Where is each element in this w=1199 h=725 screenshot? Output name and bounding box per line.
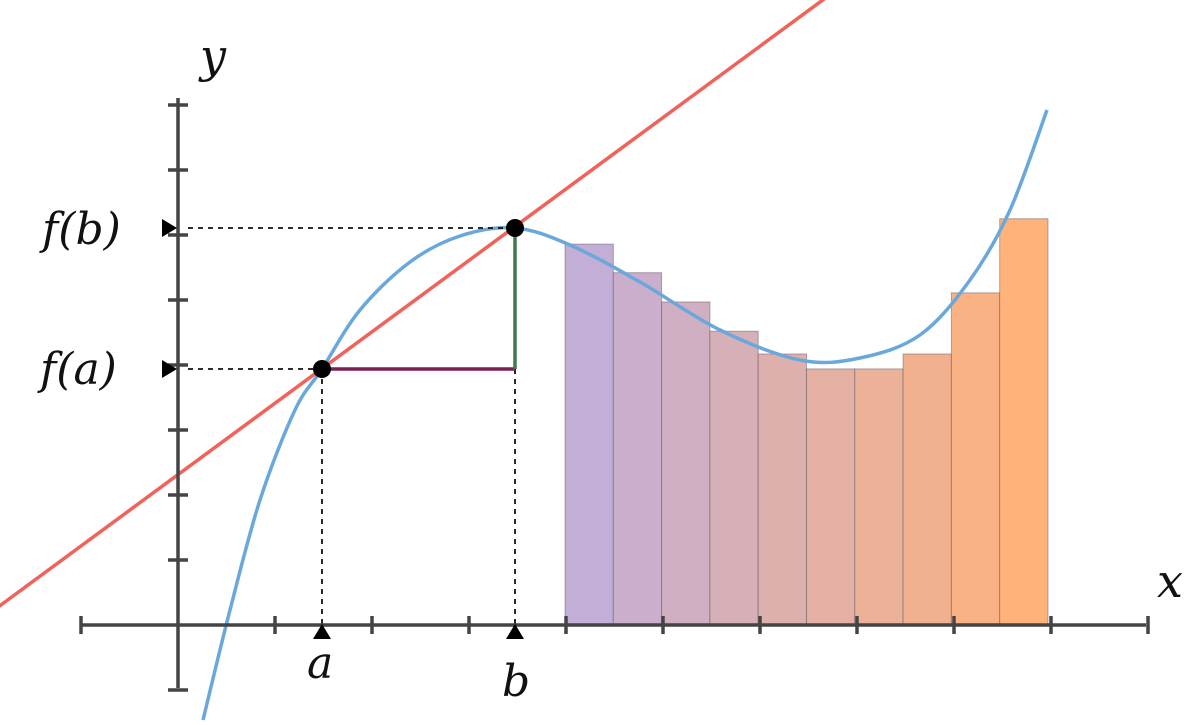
y-axis-ticks — [168, 103, 188, 692]
x-axis-ticks — [79, 616, 1150, 634]
riemann-rectangle — [902, 353, 952, 626]
riemann-rectangle — [999, 218, 1049, 626]
fa-marker — [162, 360, 177, 378]
function-curve — [201, 109, 1049, 721]
riemann-rectangle — [564, 243, 614, 626]
fb-label: f(b) — [39, 204, 121, 255]
riemann-rectangle — [806, 368, 856, 626]
b-marker — [506, 624, 524, 639]
guide-lines — [188, 227, 516, 625]
riemann-rectangles — [564, 218, 1049, 626]
point-b — [506, 219, 524, 237]
riemann-rectangle — [709, 330, 759, 626]
b-label: b — [502, 656, 530, 707]
x-axis-label: x — [1157, 554, 1183, 608]
riemann-rectangle — [661, 301, 711, 626]
a-marker — [313, 624, 331, 639]
riemann-rectangle — [950, 292, 1001, 626]
secant-line — [0, 0, 826, 608]
y-axis-label: y — [198, 29, 227, 83]
point-a — [313, 360, 331, 378]
riemann-rectangle — [757, 353, 808, 626]
a-label: a — [307, 638, 333, 689]
fb-marker — [162, 219, 177, 237]
riemann-rectangle — [854, 368, 904, 626]
fa-label: f(a) — [37, 344, 117, 395]
riemann-rectangle — [612, 272, 663, 626]
axes — [79, 98, 1150, 692]
